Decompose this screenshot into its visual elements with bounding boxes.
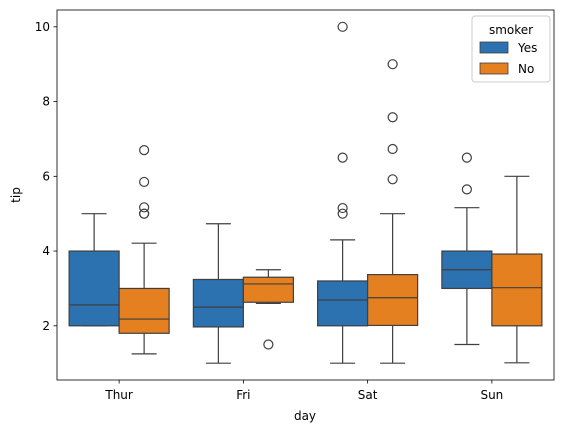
box-thur-yes	[68, 250, 120, 327]
x-tick-label-thur: Thur	[104, 388, 133, 402]
box-fri-yes	[192, 278, 244, 328]
outlier-sat-no-2	[387, 112, 398, 123]
legend-swatch-yes	[479, 41, 509, 54]
x-axis-label: day	[294, 409, 316, 423]
outlier-thur-no-2	[139, 202, 150, 213]
legend: smoker Yes No	[471, 15, 551, 83]
x-tick-label-fri: Fri	[236, 388, 250, 402]
outlier-thur-no-4	[139, 145, 150, 156]
axes-frame	[56, 9, 555, 381]
y-tick-label-6: 6	[42, 169, 50, 183]
axes: 2 4 6 8 10 Thur Fri Sat Sun	[35, 9, 555, 402]
legend-label-no: No	[518, 62, 534, 76]
outlier-sat-no-0	[387, 174, 398, 185]
box-thur-no	[118, 287, 170, 334]
outlier-sun-yes-1	[461, 152, 472, 163]
y-tick-label-4: 4	[42, 244, 50, 258]
outlier-sat-yes-1	[337, 202, 348, 214]
outlier-sat-no-1	[387, 143, 398, 155]
legend-title: smoker	[489, 23, 533, 37]
outlier-thur-no-1	[139, 208, 150, 219]
y-axis-label: tip	[9, 187, 23, 203]
legend-swatch-no	[479, 62, 509, 75]
box-sat-yes	[317, 280, 369, 327]
outlier-sat-yes-3	[337, 21, 348, 32]
x-tick-label-sat: Sat	[358, 388, 378, 402]
outlier-thur-no-3	[139, 176, 150, 188]
outlier-sat-yes-2	[337, 152, 348, 163]
y-tick-label-2: 2	[42, 319, 50, 333]
plot-area	[68, 21, 543, 364]
outlier-sat-yes-0	[337, 208, 348, 219]
box-sat-no	[367, 274, 419, 327]
outlier-sun-yes-0	[461, 184, 472, 195]
outlier-fri-no-0	[263, 339, 274, 350]
y-tick-label-10: 10	[35, 20, 50, 34]
box-fri-no	[242, 276, 294, 303]
outlier-sat-no-3	[387, 59, 398, 70]
x-tick-label-sun: Sun	[480, 388, 503, 402]
box-sun-no	[491, 253, 543, 327]
y-tick-label-8: 8	[42, 95, 50, 109]
legend-label-yes: Yes	[517, 41, 537, 55]
